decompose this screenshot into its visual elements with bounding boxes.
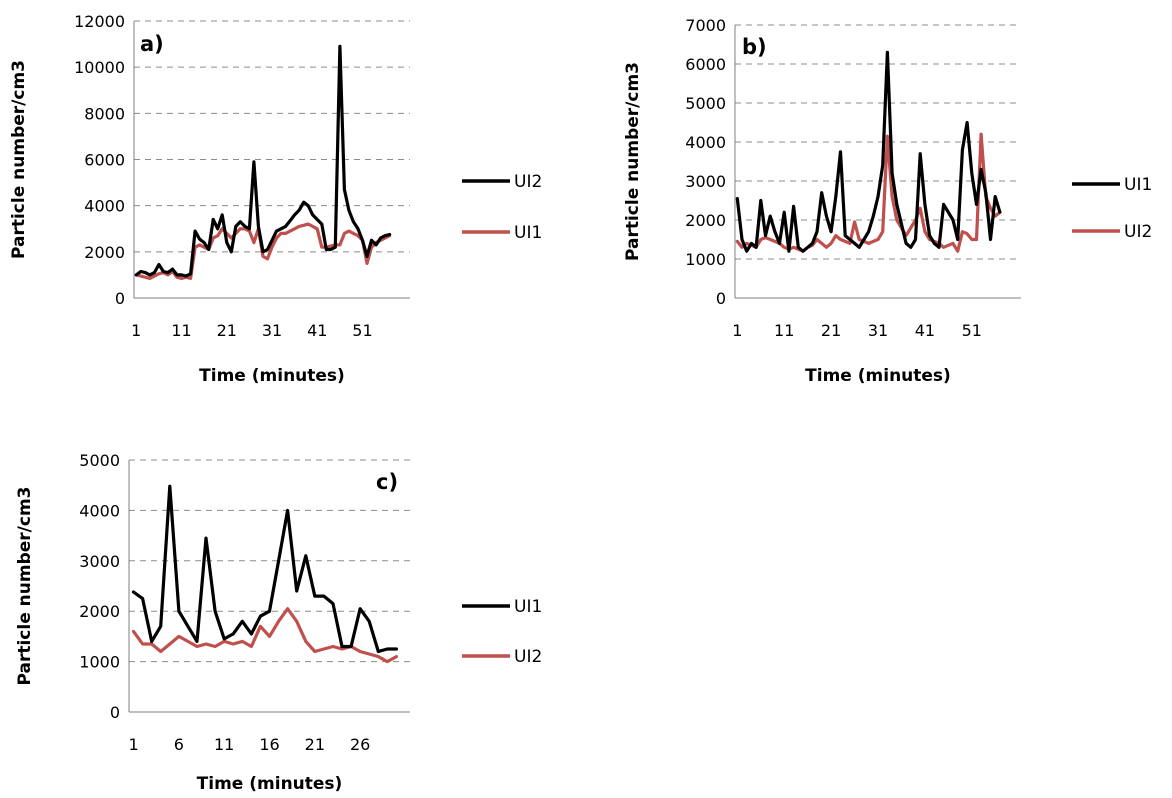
legend-label: UI1 xyxy=(1124,175,1152,195)
legend-label: UI2 xyxy=(514,172,542,192)
legend-label: UI2 xyxy=(514,647,542,667)
y-tick-label: 3000 xyxy=(79,552,120,571)
x-tick-label: 21 xyxy=(821,321,841,340)
series-line-ui2 xyxy=(735,132,1002,253)
x-tick-label: 21 xyxy=(217,321,237,340)
x-tick-label: 51 xyxy=(962,321,982,340)
y-tick-label: 1000 xyxy=(79,653,120,672)
y-tick-label: 2000 xyxy=(84,243,125,262)
y-axis-title: Particle number/cm3 xyxy=(9,60,29,259)
series-line-ui1 xyxy=(131,484,398,654)
series-line-ui2 xyxy=(134,44,392,278)
x-tick-label: 31 xyxy=(868,321,888,340)
x-tick-label: 11 xyxy=(774,321,794,340)
x-tick-label: 16 xyxy=(259,735,279,754)
y-tick-label: 4000 xyxy=(685,133,726,152)
y-tick-label: 4000 xyxy=(79,501,120,520)
y-tick-label: 0 xyxy=(110,703,120,722)
series-line-ui1 xyxy=(735,50,1002,253)
y-tick-label: 3000 xyxy=(685,172,726,191)
y-tick-label: 6000 xyxy=(685,55,726,74)
x-axis-title: Time (minutes) xyxy=(199,366,345,386)
y-tick-label: 6000 xyxy=(84,151,125,170)
y-axis-title: Particle number/cm3 xyxy=(15,487,35,686)
series-line-ui1 xyxy=(134,222,392,280)
y-tick-label: 8000 xyxy=(84,104,125,123)
x-tick-label: 1 xyxy=(732,321,742,340)
y-tick-label: 7000 xyxy=(685,16,726,35)
legend-label: UI2 xyxy=(1124,222,1152,242)
legend-label: UI1 xyxy=(514,597,542,617)
y-tick-label: 2000 xyxy=(685,211,726,230)
x-tick-label: 51 xyxy=(352,321,372,340)
x-tick-label: 26 xyxy=(350,735,370,754)
y-axis-title: Particle number/cm3 xyxy=(623,62,643,261)
y-tick-label: 10000 xyxy=(74,58,125,77)
y-tick-label: 0 xyxy=(716,289,726,308)
x-tick-label: 31 xyxy=(262,321,282,340)
x-axis-title: Time (minutes) xyxy=(805,366,951,386)
x-tick-label: 41 xyxy=(915,321,935,340)
panel-label: a) xyxy=(140,32,164,56)
x-tick-label: 11 xyxy=(171,321,191,340)
y-tick-label: 0 xyxy=(115,289,125,308)
x-tick-label: 6 xyxy=(174,735,184,754)
panel-label: c) xyxy=(376,470,398,494)
y-tick-label: 5000 xyxy=(79,451,120,470)
panel-label: b) xyxy=(742,35,767,59)
x-tick-label: 11 xyxy=(214,735,234,754)
series-line-ui2 xyxy=(131,607,398,664)
x-axis-title: Time (minutes) xyxy=(197,774,343,794)
x-tick-label: 41 xyxy=(307,321,327,340)
y-tick-label: 4000 xyxy=(84,197,125,216)
y-tick-label: 5000 xyxy=(685,94,726,113)
y-tick-label: 12000 xyxy=(74,12,125,31)
x-tick-label: 21 xyxy=(305,735,325,754)
y-tick-label: 1000 xyxy=(685,250,726,269)
legend-label: UI1 xyxy=(514,223,542,243)
x-tick-label: 1 xyxy=(131,321,141,340)
y-tick-label: 2000 xyxy=(79,602,120,621)
x-tick-label: 1 xyxy=(128,735,138,754)
